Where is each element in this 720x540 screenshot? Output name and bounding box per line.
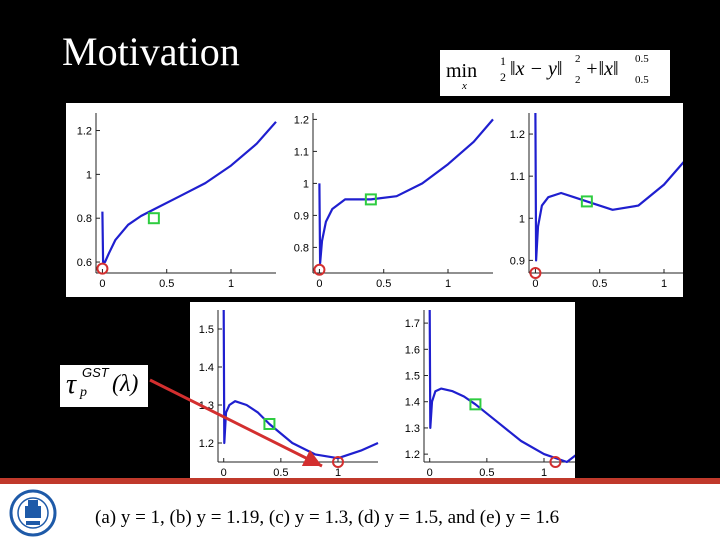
- x-tick-label: 1: [445, 278, 451, 290]
- formula-sub-05: 0.5: [635, 74, 649, 86]
- series-curve: [101, 121, 277, 264]
- minimum-marker: [332, 456, 344, 468]
- figure-caption: (a) y = 1, (b) y = 1.19, (c) y = 1.3, (d…: [95, 507, 560, 528]
- y-tick-label: 1.3: [405, 423, 420, 435]
- minimum-marker: [549, 456, 562, 468]
- minimum-marker: [96, 262, 109, 275]
- x-tick-label: 1: [228, 278, 234, 290]
- x-tick-label: 0.5: [376, 278, 391, 290]
- series-curve: [534, 112, 683, 262]
- y-tick-label: 1.2: [510, 129, 525, 141]
- slide-title: Motivation: [62, 29, 240, 74]
- tau-superscript: GST: [82, 365, 109, 380]
- y-tick-label: 0.8: [294, 242, 309, 254]
- y-tick-label: 1: [519, 213, 525, 225]
- plot-a: 0 0.5 1 0.6 0.8 1 1.2: [77, 113, 277, 290]
- formula-min: min: [446, 60, 478, 82]
- y-tick-label: 1.4: [405, 397, 420, 409]
- x-tick-label: 1: [335, 467, 341, 478]
- y-tick-label: 0.6: [77, 257, 92, 269]
- formula-exp-05: 0.5: [635, 53, 649, 65]
- x-tick-label: 0.5: [592, 278, 607, 290]
- y-tick-label: 0.9: [510, 255, 525, 267]
- minimum-marker: [529, 267, 542, 279]
- y-tick-label: 1.5: [405, 371, 420, 383]
- y-tick-label: 1.6: [405, 344, 420, 356]
- top-plots-svg: 0 0.5 1 0.6 0.8 1 1.2 0 0.5 1 0.8 0.9 1 1.1 1.2 0 0.5 1…: [77, 112, 683, 290]
- x-tick-label: 0: [532, 278, 538, 290]
- plot-e: 0 0.5 1 1.2 1.3 1.4 1.5 1.6 1.7: [405, 309, 575, 478]
- formula-exp-2: 2: [575, 53, 581, 65]
- formula-half-denominator: 2: [500, 70, 506, 84]
- y-tick-label: 1.3: [199, 400, 214, 412]
- plot-d: 0 0.5 1 1.2 1.3 1.4 1.5: [199, 309, 379, 478]
- y-tick-label: 1.2: [405, 449, 420, 461]
- x-tick-label: 0.5: [479, 467, 494, 478]
- y-tick-label: 1.2: [294, 114, 309, 126]
- x-tick-label: 0: [316, 278, 322, 290]
- y-tick-label: 1.2: [77, 126, 92, 138]
- university-logo: [4, 488, 62, 538]
- x-tick-label: 1: [541, 467, 547, 478]
- y-tick-label: 1.5: [199, 324, 214, 336]
- x-tick-label: 1: [661, 278, 667, 290]
- y-tick-label: 1.4: [199, 362, 214, 374]
- x-tick-label: 0.5: [273, 467, 288, 478]
- minimum-marker: [313, 263, 326, 276]
- plot-c: 0 0.5 1 0.9 1 1.1 1.2: [510, 112, 683, 290]
- square-marker: [364, 193, 377, 206]
- formula-min-subscript: x: [462, 80, 467, 92]
- x-tick-label: 0: [221, 467, 227, 478]
- square-marker: [147, 212, 160, 225]
- formula-half-numerator: 1: [500, 54, 506, 68]
- formula-sub-2: 2: [575, 74, 581, 86]
- footer-accent-bar: [0, 478, 720, 484]
- plot-b: 0 0.5 1 0.8 0.9 1 1.1 1.2: [294, 113, 494, 290]
- series-curve: [318, 118, 494, 265]
- y-tick-label: 0.9: [294, 210, 309, 222]
- top-plots-panel: 0 0.5 1 0.6 0.8 1 1.2 0 0.5 1 0.8 0.9 1 1.1 1.2 0 0.5 1…: [66, 103, 683, 297]
- bottom-plots-svg: 0 0.5 1 1.2 1.3 1.4 1.5 0 0.5 1 1.2 1.3 1.4 1.5 1.6 1.…: [199, 309, 575, 478]
- tau-symbol: τ: [66, 369, 77, 400]
- y-tick-label: 1: [303, 178, 309, 190]
- bottom-plots-panel: 0 0.5 1 1.2 1.3 1.4 1.5 0 0.5 1 1.2 1.3 1.4 1.5 1.6 1.…: [190, 302, 575, 478]
- y-tick-label: 0.8: [77, 213, 92, 225]
- tau-argument: (λ): [112, 371, 139, 397]
- formula-residual: ‖x − y‖: [510, 58, 563, 80]
- y-tick-label: 1: [86, 169, 92, 181]
- footer: [0, 484, 720, 540]
- objective-formula: min x 1 2 ‖x − y‖ 2 2 +‖x‖ 0.5 0.5: [440, 50, 670, 96]
- y-tick-label: 1.7: [405, 318, 420, 330]
- square-marker: [580, 195, 593, 208]
- x-tick-label: 0: [427, 467, 433, 478]
- y-tick-label: 1.1: [294, 146, 309, 158]
- x-tick-label: 0.5: [159, 278, 174, 290]
- x-tick-label: 0: [99, 278, 105, 290]
- series-curve: [428, 309, 575, 464]
- y-tick-label: 1.2: [199, 438, 214, 450]
- formula-penalty: +‖x‖: [585, 58, 619, 80]
- series-curve: [222, 309, 379, 460]
- tau-threshold-label: τ GST p (λ): [60, 365, 148, 407]
- tau-subscript: p: [80, 385, 87, 400]
- square-marker: [469, 398, 482, 411]
- y-tick-label: 1.1: [510, 171, 525, 183]
